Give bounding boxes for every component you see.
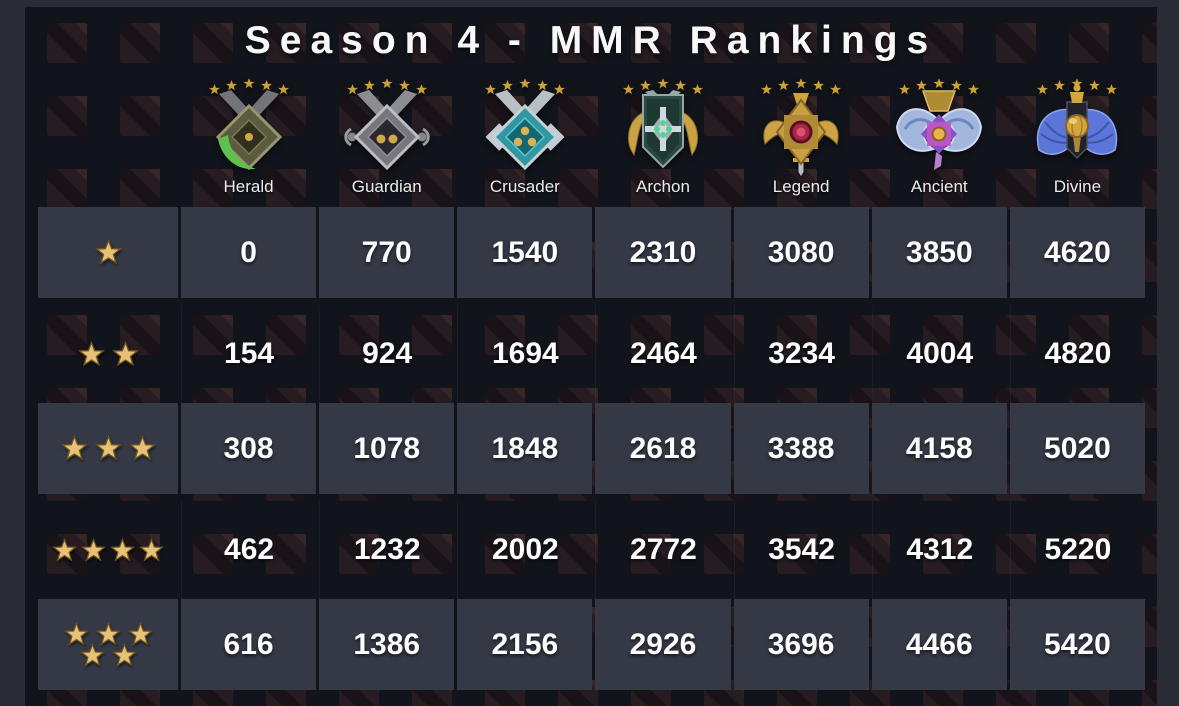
mmr-value: 3234 bbox=[768, 337, 835, 370]
star-icon bbox=[61, 435, 88, 462]
rank-label: Herald bbox=[223, 177, 274, 196]
mmr-value: 2002 bbox=[491, 533, 559, 566]
rank-header-row: Herald Guardian Crusader Archon Legend bbox=[38, 69, 1145, 199]
table-row: 616 1386 2156 2926 3696 4466 5420 bbox=[38, 599, 1145, 697]
mmr-value: 616 bbox=[223, 627, 274, 661]
rank-label: Ancient bbox=[910, 177, 968, 196]
mmr-value: 4312 bbox=[906, 533, 974, 566]
table-row: 0 770 1540 2310 3080 3850 4620 bbox=[38, 207, 1145, 305]
mmr-value: 4466 bbox=[905, 627, 973, 661]
mmr-value: 2464 bbox=[630, 337, 697, 370]
star-icon bbox=[112, 341, 139, 368]
mmr-value: 5220 bbox=[1044, 533, 1112, 566]
mmr-value: 3850 bbox=[905, 235, 973, 269]
mmr-value: 4820 bbox=[1044, 337, 1112, 370]
star-icon bbox=[110, 538, 135, 563]
mmr-value: 3080 bbox=[767, 235, 835, 269]
star-icon bbox=[129, 435, 156, 462]
stars-cell bbox=[38, 403, 178, 494]
stars-cell bbox=[38, 501, 178, 599]
rank-label: Crusader bbox=[489, 177, 560, 196]
mmr-value: 2926 bbox=[629, 627, 697, 661]
herald-medal-icon bbox=[201, 76, 297, 176]
mmr-value: 5020 bbox=[1044, 431, 1111, 465]
mmr-value: 2618 bbox=[629, 431, 697, 465]
legend-medal-icon bbox=[753, 76, 849, 176]
star-icon bbox=[80, 643, 105, 668]
star-icon bbox=[78, 341, 105, 368]
mmr-value: 1386 bbox=[353, 627, 421, 661]
mmr-value: 1078 bbox=[353, 431, 421, 465]
star-icon bbox=[95, 435, 122, 462]
table-row: 154 924 1694 2464 3234 4004 4820 bbox=[38, 305, 1145, 403]
divine-medal-icon bbox=[1029, 76, 1125, 176]
rank-column-header-legend: Legend bbox=[734, 69, 869, 199]
archon-medal-icon bbox=[615, 76, 711, 176]
rank-column-header-divine: Divine bbox=[1010, 69, 1145, 199]
mmr-value: 5420 bbox=[1044, 627, 1111, 661]
mmr-value: 3388 bbox=[767, 431, 835, 465]
rank-column-header-guardian: Guardian bbox=[319, 69, 454, 199]
rank-label: Archon bbox=[636, 177, 690, 196]
mmr-value: 1540 bbox=[491, 235, 559, 269]
mmr-value: 462 bbox=[224, 533, 275, 566]
rank-column-header-crusader: Crusader bbox=[457, 69, 592, 199]
mmr-value: 0 bbox=[240, 235, 257, 269]
rankings-card: Season 4 - MMR Rankings Herald Guardian … bbox=[25, 7, 1157, 706]
rank-label: Legend bbox=[772, 177, 830, 196]
stars-column-header bbox=[38, 69, 178, 199]
mmr-value: 308 bbox=[223, 431, 274, 465]
star-icon bbox=[139, 538, 164, 563]
mmr-table: 0 770 1540 2310 3080 3850 4620 bbox=[38, 207, 1145, 697]
star-icon bbox=[52, 538, 77, 563]
mmr-value: 154 bbox=[224, 337, 275, 370]
star-icon bbox=[95, 239, 122, 266]
table-row: 308 1078 1848 2618 3388 4158 5020 bbox=[38, 403, 1145, 501]
stars-cell bbox=[38, 599, 178, 690]
mmr-value: 4158 bbox=[905, 431, 973, 465]
crusader-medal-icon bbox=[477, 76, 573, 176]
table-row: 462 1232 2002 2772 3542 4312 5220 bbox=[38, 501, 1145, 599]
mmr-value: 924 bbox=[362, 337, 413, 370]
mmr-value: 4004 bbox=[906, 337, 974, 370]
star-icon bbox=[112, 643, 137, 668]
rank-label: Guardian bbox=[351, 177, 422, 196]
stars-cell bbox=[38, 305, 178, 403]
rank-column-header-ancient: Ancient bbox=[872, 69, 1007, 199]
rank-label: Divine bbox=[1053, 177, 1102, 196]
mmr-value: 1232 bbox=[353, 533, 421, 566]
ancient-medal-icon bbox=[891, 76, 987, 176]
rank-column-header-herald: Herald bbox=[181, 69, 316, 199]
page-title: Season 4 - MMR Rankings bbox=[244, 19, 938, 62]
mmr-value: 3542 bbox=[768, 533, 835, 566]
star-icon bbox=[81, 538, 106, 563]
mmr-value: 770 bbox=[361, 235, 412, 269]
mmr-value: 2772 bbox=[630, 533, 697, 566]
mmr-value: 1848 bbox=[491, 431, 559, 465]
guardian-medal-icon bbox=[339, 76, 435, 176]
mmr-value: 2310 bbox=[629, 235, 697, 269]
mmr-value: 2156 bbox=[491, 627, 559, 661]
mmr-value: 3696 bbox=[767, 627, 835, 661]
rank-column-header-archon: Archon bbox=[595, 69, 730, 199]
mmr-value: 1694 bbox=[491, 337, 559, 370]
stars-cell bbox=[38, 207, 178, 298]
mmr-value: 4620 bbox=[1044, 235, 1111, 269]
